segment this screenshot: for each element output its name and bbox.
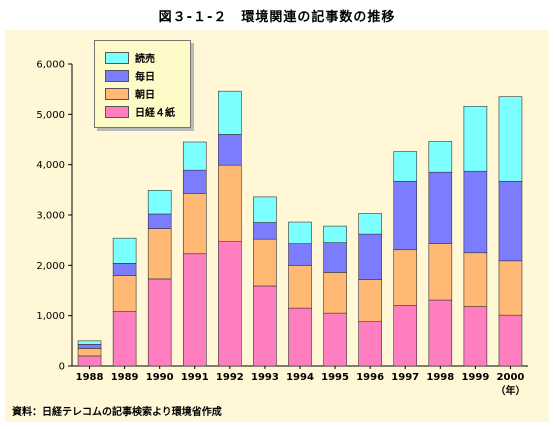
bar-segment xyxy=(498,96,523,182)
bar-segment xyxy=(77,340,102,345)
legend-item-nikkei: 日経４紙 xyxy=(105,104,175,119)
x-tick-label: 1988 xyxy=(76,372,104,383)
bar-segment xyxy=(182,193,207,255)
legend-swatch-nikkei xyxy=(105,105,129,118)
x-tick-label: 1993 xyxy=(251,372,279,383)
bar-segment xyxy=(498,314,523,367)
bar-segment xyxy=(77,348,102,357)
bar-segment xyxy=(218,164,242,242)
bar-segment xyxy=(182,169,207,194)
legend: 読売 毎日 朝日 日経４紙 xyxy=(94,40,191,128)
x-tick-label: 1996 xyxy=(356,372,384,383)
bar-segment xyxy=(393,180,418,251)
legend-label-mainichi: 毎日 xyxy=(135,72,155,83)
bar-segment xyxy=(218,241,242,367)
bar-segment xyxy=(393,151,418,182)
bar-segment xyxy=(112,311,137,367)
chart-title: 図３-１-２ 環境関連の記事数の推移 xyxy=(158,10,396,25)
bar-segment xyxy=(288,243,312,266)
bar-segment xyxy=(323,225,347,243)
bar-segment xyxy=(288,265,312,309)
bar-segment xyxy=(147,213,172,229)
bar-segment xyxy=(182,141,207,171)
bar-segment xyxy=(393,305,418,367)
bar-segment xyxy=(147,278,172,367)
x-tick-label: 2000 xyxy=(497,372,525,383)
legend-label-asahi: 朝日 xyxy=(135,90,155,101)
x-tick-label: 1994 xyxy=(286,372,314,383)
y-tick-label: 3,000 xyxy=(36,211,65,222)
bar-segment xyxy=(253,222,277,240)
y-tick-label: 4,000 xyxy=(36,160,65,171)
bar-segment xyxy=(112,263,137,276)
x-tick-label: 1999 xyxy=(461,372,489,383)
y-tick-label: 6,000 xyxy=(36,60,65,71)
legend-item-mainichi: 毎日 xyxy=(105,68,155,83)
bar-segment xyxy=(463,105,488,172)
bar-segment xyxy=(253,196,277,223)
bar-segment xyxy=(323,272,347,314)
bar-segment xyxy=(218,90,242,135)
y-tick-label: 2,000 xyxy=(36,261,65,272)
x-tick-label: 1992 xyxy=(216,372,244,383)
bar-segment xyxy=(358,279,382,323)
bar-segment xyxy=(77,344,102,349)
bar-segment xyxy=(323,312,347,367)
bar-segment xyxy=(218,134,242,166)
y-tick-label: 5,000 xyxy=(36,110,65,121)
x-unit-label: （年） xyxy=(495,384,525,397)
x-tick-label: 1995 xyxy=(321,372,349,383)
bar-segment xyxy=(147,228,172,280)
legend-label-nikkei: 日経４紙 xyxy=(135,108,175,119)
bar-segment xyxy=(358,213,382,235)
bar-segment xyxy=(358,233,382,280)
y-tick-label: 1,000 xyxy=(36,311,65,322)
bar-segment xyxy=(463,306,488,367)
legend-swatch-asahi xyxy=(105,87,129,100)
bar-segment xyxy=(112,237,137,264)
x-tick-label: 1998 xyxy=(426,372,454,383)
bar-segment xyxy=(288,307,312,367)
bar-segment xyxy=(288,221,312,244)
bar-segment xyxy=(358,321,382,367)
bar-segment xyxy=(77,355,102,367)
bar-segment xyxy=(428,171,453,244)
y-tick-label: 0 xyxy=(59,362,65,373)
x-tick-label: 1991 xyxy=(181,372,209,383)
legend-label-yomiuri: 読売 xyxy=(135,54,155,65)
legend-item-asahi: 朝日 xyxy=(105,86,155,101)
bar-segment xyxy=(498,260,523,316)
bar-segment xyxy=(393,249,418,306)
bar-segment xyxy=(428,243,453,301)
legend-item-yomiuri: 読売 xyxy=(105,50,155,65)
bar-segment xyxy=(182,253,207,367)
bar-segment xyxy=(463,252,488,307)
bar-segment xyxy=(147,190,172,215)
x-tick-label: 1990 xyxy=(146,372,174,383)
bar-segment xyxy=(463,170,488,254)
legend-swatch-yomiuri xyxy=(105,51,129,64)
bar-segment xyxy=(428,299,453,367)
bar-segment xyxy=(323,242,347,273)
bar-segment xyxy=(498,180,523,262)
legend-swatch-mainichi xyxy=(105,69,129,82)
x-tick-label: 1989 xyxy=(111,372,139,383)
bar-segment xyxy=(428,141,453,173)
x-tick-label: 1997 xyxy=(391,372,419,383)
bar-segment xyxy=(253,285,277,367)
source-note: 資料：日経テレコムの記事検索より環境省作成 xyxy=(12,407,222,418)
bar-segment xyxy=(112,275,137,312)
bar-segment xyxy=(253,238,277,287)
